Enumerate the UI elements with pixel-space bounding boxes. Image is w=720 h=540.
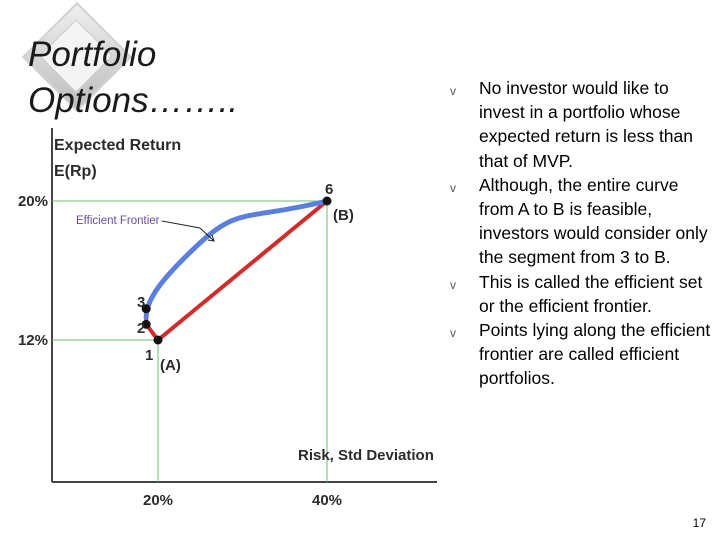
bullet-text: Points lying along the efficient frontie… [479,320,711,389]
point-6 [322,196,332,206]
bullet-marker: v [450,180,456,195]
bullet-list: v No investor would like to invest in a p… [450,76,715,391]
y-axis-label-line1: Expected Return [54,137,181,154]
point-label-6: 6 [325,181,333,198]
point-label-b: (B) [333,207,354,224]
point-label-a: (A) [160,357,181,374]
y-tick-12pct: 12% [18,332,48,349]
bullet-marker: v [450,84,456,98]
bullet-marker: v [450,326,456,341]
efficient-frontier-label: Efficient Frontier [76,215,160,227]
bullet-item: v Points lying along the efficient fronti… [450,318,715,391]
efficient-frontier-chart: Expected Return E(Rp) Risk, Std Deviatio… [18,128,437,509]
frontier-label-arrowhead [207,234,215,242]
bullet-marker: v [450,277,456,292]
bullet-text: Although, the entire curve from A to B i… [479,174,708,268]
point-1 [153,335,163,345]
point-2 [141,319,151,329]
x-axis-label: Risk, Std Deviation [298,447,434,464]
point-label-1: 1 [145,347,153,364]
bullet-item: v Although, the entire curve from A to B … [450,173,715,270]
point-3 [141,304,151,314]
bullet-item: v This is called the efficient set or the… [450,270,715,318]
x-tick-20pct: 20% [143,492,173,509]
slide-title: Portfolio Options…….. [28,32,238,124]
frontier-label-arrow [199,227,215,242]
slide-title-line2: Options…….. [28,81,239,120]
bullet-text: This is called the efficient set or the … [479,271,703,316]
y-axis-label-line2: E(Rp) [54,163,97,180]
point-label-2: 2 [137,320,145,337]
y-tick-20pct: 20% [18,193,48,210]
point-label-3: 3 [137,294,145,311]
page-number: 17 [692,516,706,530]
x-tick-40pct: 40% [312,492,342,509]
series-line-a-to-b [156,199,329,342]
bullet-item: v No investor would like to invest in a p… [450,76,715,173]
frontier-label-leader [161,220,201,229]
series-line-efficient-frontier [143,198,330,320]
slide-title-line1: Portfolio [28,35,157,74]
bullet-text: No investor would like to invest in a po… [479,78,694,171]
